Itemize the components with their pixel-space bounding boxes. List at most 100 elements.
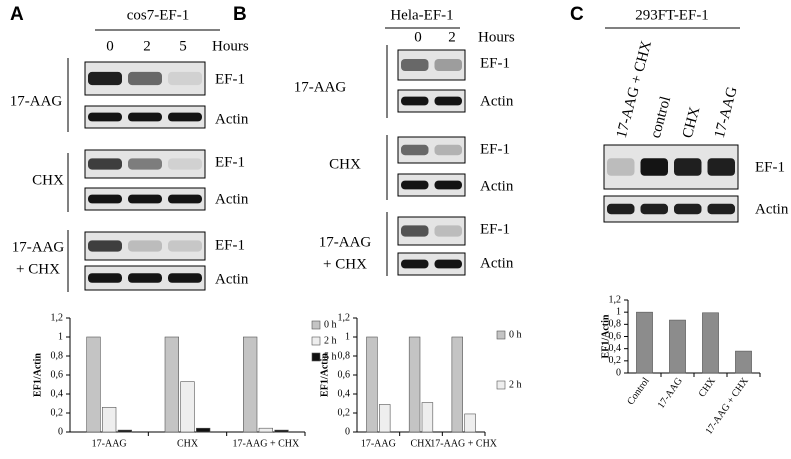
blot-band — [88, 112, 122, 122]
bar — [86, 336, 101, 433]
y-tick-label: 1,2 — [51, 312, 64, 323]
row-label: + CHX — [16, 261, 60, 277]
band-label: EF-1 — [215, 237, 245, 253]
blot-band — [640, 158, 668, 176]
y-tick-label: 0,8 — [51, 350, 64, 361]
time-label: 0 — [106, 38, 114, 54]
y-axis-label: EF1/Actin — [600, 314, 611, 358]
blot-band — [88, 158, 122, 170]
row-label: 17-AAG — [319, 234, 372, 250]
y-tick-label: 0,4 — [51, 388, 64, 399]
blot-band — [401, 96, 429, 106]
y-tick-label: 1,2 — [609, 294, 622, 305]
bar — [196, 427, 211, 433]
blot-band — [401, 225, 429, 237]
blot-band — [434, 144, 462, 156]
blot-band — [674, 203, 702, 215]
x-tick-label: Control — [625, 376, 652, 408]
y-tick-label: 1,2 — [338, 312, 351, 323]
blot-band — [434, 59, 462, 71]
blot-band — [168, 71, 202, 86]
blot — [397, 89, 466, 113]
blot-band — [88, 194, 122, 204]
y-tick-label: 0 — [345, 426, 350, 437]
y-tick-label: 1 — [616, 306, 621, 317]
legend-swatch — [496, 380, 506, 390]
legend-swatch — [311, 320, 321, 330]
y-tick-label: 0,4 — [609, 343, 622, 354]
blot-band — [607, 158, 635, 176]
band-label: EF-1 — [215, 71, 245, 87]
panel-title: Hela-EF-1 — [390, 7, 453, 23]
y-tick-label: 0,8 — [338, 350, 351, 361]
blot-band — [707, 158, 735, 176]
legend-label: 0 h — [324, 319, 337, 330]
legend-label: 0 h — [509, 329, 522, 340]
lane-label: CHX — [680, 105, 704, 140]
blot-band — [434, 96, 462, 106]
y-tick-label: 0,8 — [609, 319, 622, 330]
blot-band — [128, 158, 162, 170]
legend-swatch — [311, 352, 321, 362]
x-tick-label: 17-AAG — [656, 376, 685, 411]
bar — [274, 429, 289, 433]
bar — [102, 406, 117, 433]
row-label: + CHX — [323, 256, 367, 272]
blot-band — [88, 71, 122, 86]
blot-band — [707, 203, 735, 215]
band-label: Actin — [755, 201, 789, 217]
blot-band — [128, 71, 162, 86]
band-label: EF-1 — [480, 221, 510, 237]
x-tick-label: 17-AAG — [361, 438, 396, 449]
lane-label: 17-AAG + CHX — [614, 39, 655, 140]
time-label: 5 — [179, 38, 187, 54]
y-tick-label: 0,2 — [609, 355, 622, 366]
x-tick-label: CHX — [697, 375, 719, 399]
blot-band — [168, 158, 202, 170]
blot — [397, 173, 466, 197]
band-label: EF-1 — [755, 159, 785, 175]
y-tick-label: 1 — [345, 331, 350, 342]
lane-label: control — [648, 95, 674, 140]
band-label: EF-1 — [480, 55, 510, 71]
y-tick-label: 1 — [58, 331, 63, 342]
band-label: Actin — [480, 178, 514, 194]
y-tick-label: 0,6 — [338, 369, 351, 380]
time-label: 2 — [143, 38, 151, 54]
x-tick-label: 17-AAG + CHX — [232, 438, 300, 449]
panel-letter: B — [233, 4, 247, 25]
row-label: 17-AAG — [10, 93, 63, 109]
y-tick-label: 0,2 — [338, 407, 351, 418]
blot-band — [88, 240, 122, 252]
y-axis-label: EF1/Actin — [32, 353, 43, 397]
band-label: Actin — [215, 191, 249, 207]
bar — [164, 336, 179, 433]
legend-swatch — [311, 336, 321, 346]
row-label: CHX — [329, 156, 361, 172]
hours-label: Hours — [478, 29, 515, 45]
bar — [379, 404, 391, 433]
x-tick-label: CHX — [410, 438, 432, 449]
band-label: Actin — [215, 111, 249, 127]
blot — [397, 252, 466, 276]
y-tick-label: 0,2 — [51, 407, 64, 418]
y-axis-label: EF1/Actin — [319, 353, 330, 397]
legend-label: 5 h — [324, 351, 337, 362]
blot-band — [640, 203, 668, 215]
x-tick-label: 17-AAG + CHX — [430, 438, 498, 449]
blot-band — [128, 240, 162, 252]
blot-band — [128, 194, 162, 204]
blot-band — [168, 112, 202, 122]
panel-title: cos7-EF-1 — [127, 7, 190, 23]
bar — [258, 427, 273, 433]
panel-letter: A — [10, 4, 24, 25]
blot-band — [401, 180, 429, 190]
blot-band — [168, 273, 202, 283]
bar — [180, 381, 195, 433]
panel-title: 293FT-EF-1 — [635, 7, 709, 23]
y-tick-label: 0 — [58, 426, 63, 437]
row-label: 17-AAG — [294, 79, 347, 95]
bar — [702, 312, 719, 374]
blot-band — [128, 273, 162, 283]
